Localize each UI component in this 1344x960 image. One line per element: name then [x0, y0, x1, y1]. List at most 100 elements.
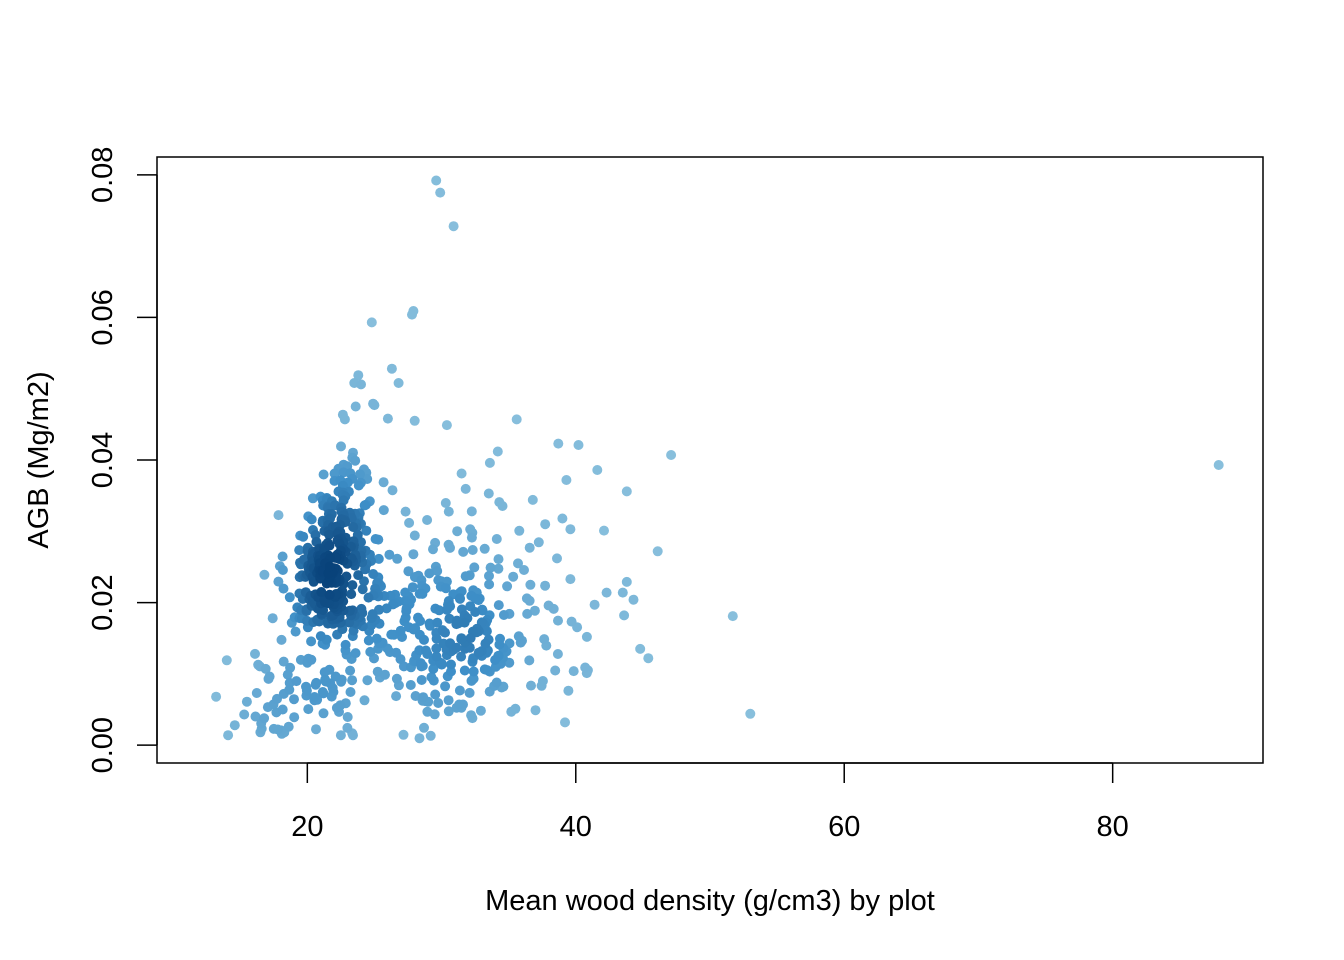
data-point: [418, 692, 429, 703]
data-point: [510, 703, 521, 714]
data-point: [619, 610, 630, 621]
data-point: [484, 579, 495, 590]
data-point: [329, 468, 340, 479]
data-point: [540, 519, 551, 530]
data-point: [250, 711, 261, 722]
data-point: [366, 317, 377, 328]
data-point: [451, 642, 462, 653]
data-point: [330, 671, 341, 682]
data-point: [416, 675, 427, 685]
data-point: [291, 676, 302, 687]
data-point: [1213, 460, 1224, 470]
data-point: [278, 656, 289, 667]
data-point: [273, 576, 284, 587]
data-point: [318, 708, 329, 719]
data-point: [480, 638, 491, 649]
data-point: [221, 655, 232, 666]
data-point: [365, 646, 376, 657]
data-point: [277, 565, 288, 575]
data-point: [336, 441, 346, 452]
data-point: [335, 700, 346, 711]
data-point: [470, 607, 481, 617]
data-point: [454, 685, 465, 696]
data-point: [356, 379, 366, 390]
x-tick-label: 20: [291, 811, 323, 843]
data-point: [460, 483, 471, 494]
data-point: [407, 309, 417, 320]
data-point: [492, 446, 503, 457]
data-point: [431, 175, 442, 186]
data-point: [239, 709, 250, 720]
data-point: [250, 648, 260, 659]
data-point: [324, 529, 335, 540]
data-point: [456, 468, 467, 479]
data-point: [387, 485, 398, 496]
data-point: [443, 695, 454, 706]
data-point: [560, 717, 570, 728]
data-point: [519, 565, 529, 575]
data-point: [345, 665, 356, 676]
y-tick-label: 0.06: [87, 289, 119, 345]
data-point: [494, 497, 505, 508]
data-point: [301, 685, 312, 696]
data-point: [362, 675, 373, 686]
data-point: [446, 666, 456, 677]
data-point: [417, 588, 428, 599]
data-point: [513, 558, 523, 569]
y-tick-label: 0.00: [87, 717, 119, 773]
data-point: [521, 593, 532, 604]
y-tick-label: 0.08: [87, 147, 119, 203]
data-point: [458, 546, 469, 557]
data-point: [241, 696, 252, 707]
data-point: [643, 653, 654, 664]
data-point: [363, 635, 374, 646]
data-point: [524, 542, 535, 553]
data-point: [566, 616, 577, 627]
data-point: [573, 440, 584, 450]
data-point: [357, 584, 368, 595]
data-point: [428, 663, 439, 674]
data-point: [434, 605, 445, 616]
data-point: [484, 570, 494, 581]
data-point: [391, 647, 402, 658]
data-point: [432, 617, 443, 628]
data-point: [363, 592, 374, 603]
data-point: [324, 589, 335, 600]
data-point: [361, 525, 372, 536]
data-point: [455, 593, 465, 604]
data-point: [431, 651, 442, 662]
data-point: [311, 724, 321, 735]
data-point: [589, 599, 600, 610]
data-point: [464, 687, 475, 698]
data-point: [522, 608, 533, 619]
data-point: [422, 515, 433, 525]
data-point: [432, 566, 443, 576]
data-point: [425, 730, 436, 741]
data-point: [403, 566, 414, 577]
data-point: [483, 488, 494, 499]
data-point: [410, 691, 421, 701]
data-point: [263, 673, 274, 684]
data-point: [378, 477, 389, 488]
data-point: [440, 627, 450, 638]
data-point: [368, 398, 379, 409]
data-point: [426, 672, 437, 683]
data-point: [339, 414, 350, 425]
data-point: [479, 543, 490, 554]
data-point: [367, 609, 378, 620]
data-point: [431, 643, 442, 654]
data-point: [350, 401, 361, 412]
y-axis: 0.00 0.02 0.04 0.06 0.08: [87, 147, 158, 773]
data-point: [395, 625, 406, 636]
data-point: [424, 568, 435, 579]
data-point: [435, 187, 446, 198]
data-point: [282, 669, 293, 680]
data-point: [444, 613, 455, 624]
data-point: [490, 655, 501, 665]
data-point: [430, 689, 441, 700]
data-point: [456, 633, 467, 644]
data-point: [409, 415, 420, 426]
data-point: [324, 540, 335, 551]
points-layer: [211, 175, 1224, 744]
y-tick-label: 0.02: [87, 574, 119, 630]
